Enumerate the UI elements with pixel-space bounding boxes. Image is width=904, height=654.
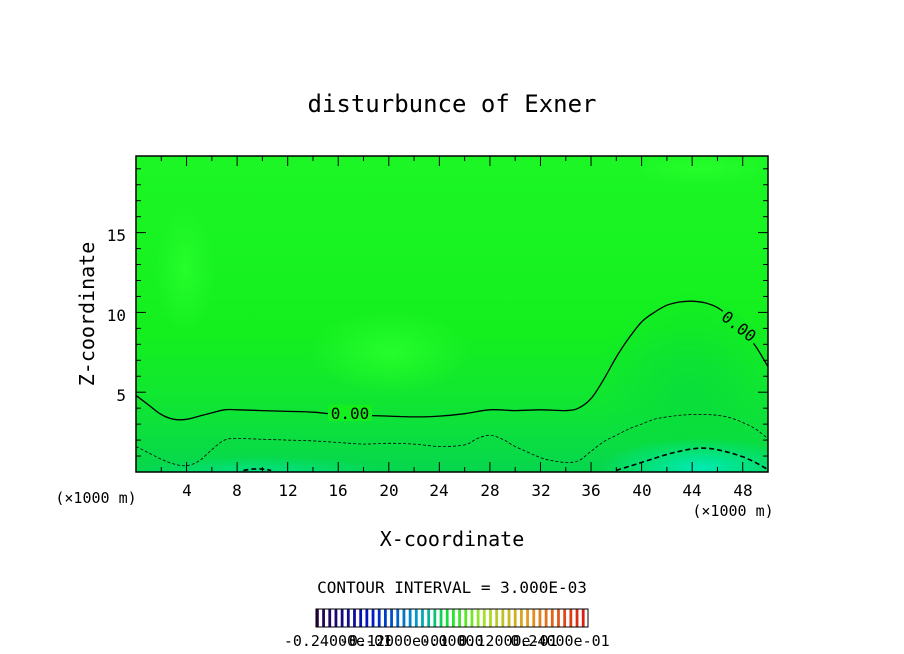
colorbar-stripe [402,609,406,627]
colorbar-stripe [544,609,548,627]
negative-contour-line-3 [243,468,272,472]
colorbar-stripe [526,609,529,627]
colorbar-label: -0.24000e-01 [284,632,392,650]
colorbar-stripe [550,609,554,627]
colorbar-stripe [482,609,486,627]
colorbar-stripe [501,609,505,627]
colorbar-stripe [489,609,492,627]
colorbar-stripe [340,609,344,627]
colorbar-label: -0.12000e-01 [340,632,448,650]
colorbar-stripe [346,609,350,627]
colorbar-stripe [396,609,400,627]
x-tick-label: 40 [632,481,651,500]
colorbar-stripe [575,609,579,627]
y-axis-label: Z-coordinate [75,242,99,387]
x-tick-label: 20 [379,481,398,500]
x-tick-label: 28 [480,481,499,500]
colorbar-stripe [563,609,567,627]
negative-contour-line-1 [136,414,768,467]
colorbar-stripe [421,609,424,627]
zero-contour-line [136,300,768,421]
x-tick-label: 4 [182,481,192,500]
colorbar-stripe [513,609,517,627]
colorbar-stripe [445,609,449,627]
field-highlight-left [155,206,215,330]
colorbar-stripe [365,609,369,627]
contour-interval-label: CONTOUR INTERVAL = 3.000E-03 [317,578,587,597]
colorbar-stripe [532,609,536,627]
colorbar-label: 0.12000e-01 [458,632,557,650]
colorbar-stripe [414,609,418,627]
colorbar-stripe [427,609,431,627]
colorbar-frame [315,608,589,628]
contour-label-bg-2 [716,306,762,346]
colorbar-stripe [569,609,573,627]
y-tick-label: 10 [107,306,126,325]
x-axis-label: X-coordinate [380,527,525,551]
plot-area [136,156,768,472]
colorbar-stripe [408,609,412,627]
colorbar-stripe [538,609,542,627]
x-tick-label: 16 [328,481,347,500]
colorbar-label: 0.00000 [420,632,483,650]
x-tick-label: 12 [278,481,297,500]
colorbar-stripe [458,609,461,627]
colorbar-stripe [507,609,511,627]
x-tick-label: 32 [531,481,550,500]
plot-frame [135,155,769,473]
colorbar-stripe [557,609,560,627]
colorbar-label: 0.24000e-01 [510,632,609,650]
x-tick-label: 48 [733,481,752,500]
colorbar-stripe [470,609,474,627]
colorbar-stripe [495,609,499,627]
colorbar-stripe [433,609,437,627]
x-tick-label: 24 [429,481,448,500]
field-highlight-top-right [630,156,768,186]
colorbar-stripe [464,609,468,627]
field-dark-right [595,290,768,472]
colorbar-stripe [390,609,393,627]
chart-title: disturbunce of Exner [308,90,597,118]
colorbar-stripe [359,609,363,627]
y-tick-label: 5 [116,386,126,405]
colorbar-stripe [581,609,585,627]
x-unit-label-left: (×1000 m) [55,489,136,507]
colorbar-stripe [377,609,381,627]
contour-label-bg-1 [328,405,372,421]
colorbar-stripe [452,609,455,627]
contour-label-zero-center: 0.00 [331,404,370,423]
colorbar-stripe [520,609,523,627]
colorbar-stripe [316,609,319,627]
axis-ticks [136,156,768,472]
colorbar [316,609,585,627]
x-tick-label: 44 [682,481,701,500]
x-unit-label-right: (×1000 m) [692,502,773,520]
y-tick-label: 15 [107,226,126,245]
colorbar-stripe [328,609,332,627]
colorbar-stripe [439,609,443,627]
colorbar-stripe [353,609,356,627]
x-tick-label: 36 [581,481,600,500]
colorbar-stripe [384,609,387,627]
colorbar-stripe [476,609,480,627]
colorbar-stripe [371,609,375,627]
field-highlight-center [310,310,470,394]
x-tick-label: 8 [232,481,242,500]
field-cyan-bottom-left [136,456,390,472]
colorbar-stripe [322,609,325,627]
colorbar-stripe [334,609,338,627]
